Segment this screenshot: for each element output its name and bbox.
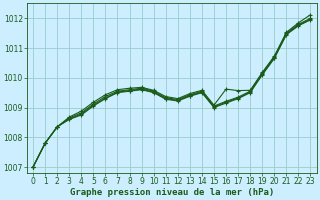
X-axis label: Graphe pression niveau de la mer (hPa): Graphe pression niveau de la mer (hPa): [70, 188, 274, 197]
